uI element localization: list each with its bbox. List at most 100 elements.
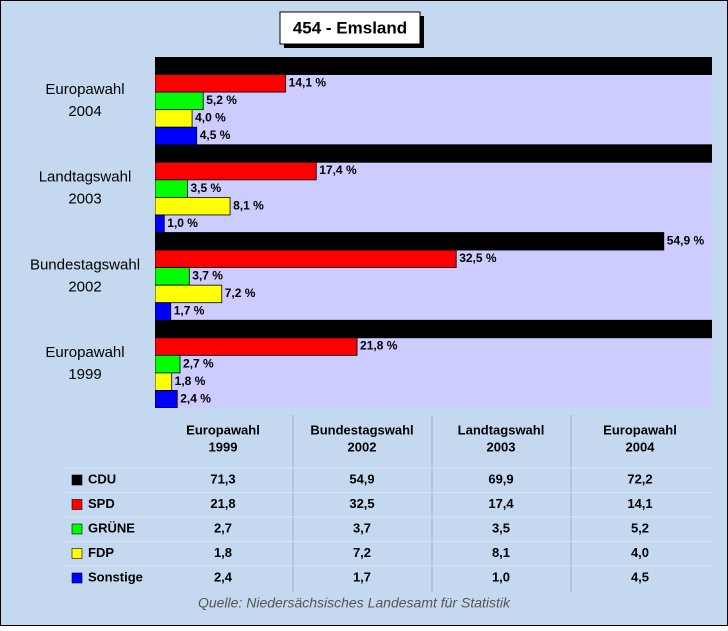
legend-swatch <box>71 572 83 584</box>
chart-title: 454 - Emsland <box>293 18 407 37</box>
table-header: 2003 <box>487 439 516 454</box>
table-cell: 7,2 <box>353 545 371 560</box>
label-bg <box>359 338 405 355</box>
value-label: 17,4 % <box>319 163 357 177</box>
value-label: 4,5 % <box>200 128 231 142</box>
table-cell: 5,2 <box>631 520 649 535</box>
legend-label: SPD <box>88 496 115 511</box>
bar <box>155 337 358 356</box>
value-label: 3,5 % <box>190 181 221 195</box>
bar <box>155 179 188 198</box>
table-cell: 1,8 <box>214 545 232 560</box>
table-cell: 3,7 <box>353 520 371 535</box>
bars <box>155 57 712 408</box>
label-bg <box>318 163 364 179</box>
table-cell: 4,0 <box>631 545 649 560</box>
label-bg <box>194 110 240 127</box>
value-label: 1,7 % <box>174 304 205 318</box>
bar <box>155 196 231 216</box>
legend-label: CDU <box>88 471 116 486</box>
label-bg <box>458 251 504 267</box>
category-label: 2002 <box>68 278 101 295</box>
value-label: 54,9 % <box>667 233 705 247</box>
bar <box>155 302 172 321</box>
bar <box>155 126 198 146</box>
label-bg <box>189 180 235 197</box>
bar <box>155 232 665 251</box>
bar <box>155 144 712 163</box>
label-bg <box>198 128 244 144</box>
value-label: 14,1 % <box>289 75 327 89</box>
label-bg <box>191 268 237 285</box>
table-cell: 21,8 <box>210 496 235 511</box>
bar <box>155 354 181 374</box>
table-cell: 72,2 <box>627 471 652 486</box>
bar <box>155 319 712 339</box>
table-cell: 2,7 <box>214 520 232 535</box>
table-header: Europawahl <box>603 422 677 437</box>
label-bg <box>173 373 219 390</box>
bar <box>155 372 173 391</box>
label-bg <box>665 233 711 250</box>
category-label: Europawahl <box>45 344 124 361</box>
table-cell: 17,4 <box>488 496 514 511</box>
value-label: 4,0 % <box>195 111 226 125</box>
table-cell: 32,5 <box>349 496 374 511</box>
legend-swatch <box>71 523 83 535</box>
category-label: 1999 <box>68 366 101 383</box>
source: Quelle: Niedersächsisches Landesamt für … <box>198 595 511 611</box>
bar <box>155 214 165 233</box>
table-cell: 1,7 <box>353 569 371 584</box>
value-label: 1,8 % <box>175 374 206 388</box>
label-bg <box>232 198 278 214</box>
legend-label: Sonstige <box>88 569 143 584</box>
table-header: 2002 <box>348 439 377 454</box>
legend-label: FDP <box>88 545 114 560</box>
label-bg <box>179 391 225 407</box>
bar <box>155 57 712 75</box>
value-label: 8,1 % <box>233 198 264 212</box>
table-cell: 71,3 <box>210 471 235 486</box>
value-label: 32,5 % <box>459 251 497 265</box>
bar <box>155 109 193 128</box>
category-label: 2004 <box>68 103 101 120</box>
bar <box>155 74 287 93</box>
bar <box>155 161 317 181</box>
table-cell: 4,5 <box>631 569 649 584</box>
table-cell: 54,9 <box>349 471 374 486</box>
label-bg <box>287 75 333 92</box>
label-bg <box>205 93 251 109</box>
value-label: 21,8 % <box>360 339 398 353</box>
legend-swatch <box>71 474 83 486</box>
category-label: Bundestagswahl <box>30 256 140 273</box>
category-label: 2003 <box>68 191 101 208</box>
table-header: Landtagswahl <box>458 422 545 437</box>
table-cell: 14,1 <box>627 496 652 511</box>
table-cell: 2,4 <box>214 569 233 584</box>
bar <box>155 267 190 286</box>
table-header: Bundestagswahl <box>310 422 413 437</box>
table-cell: 1,0 <box>492 569 510 584</box>
bar <box>155 284 223 304</box>
table-cell: 3,5 <box>492 520 510 535</box>
value-label: 2,7 % <box>183 356 214 370</box>
value-label: 7,2 % <box>225 286 256 300</box>
legend-swatch <box>71 548 83 559</box>
table-header: 2004 <box>626 439 656 454</box>
value-label: 3,7 % <box>192 269 223 283</box>
table-cell: 69,9 <box>488 471 513 486</box>
category-label: Europawahl <box>45 81 124 98</box>
table-header: 1999 <box>209 439 238 454</box>
label-bg <box>223 286 269 302</box>
value-label: 2,4 % <box>180 391 211 405</box>
bar <box>155 91 204 111</box>
value-label: 5,2 % <box>206 93 237 107</box>
category-label: Landtagswahl <box>39 169 132 186</box>
value-label: 1,0 % <box>167 216 198 230</box>
table-header: Europawahl <box>186 422 260 437</box>
bar <box>155 390 178 408</box>
legend-swatch <box>71 499 83 510</box>
label-bg <box>182 356 228 372</box>
legend-label: GRÜNE <box>88 520 135 535</box>
